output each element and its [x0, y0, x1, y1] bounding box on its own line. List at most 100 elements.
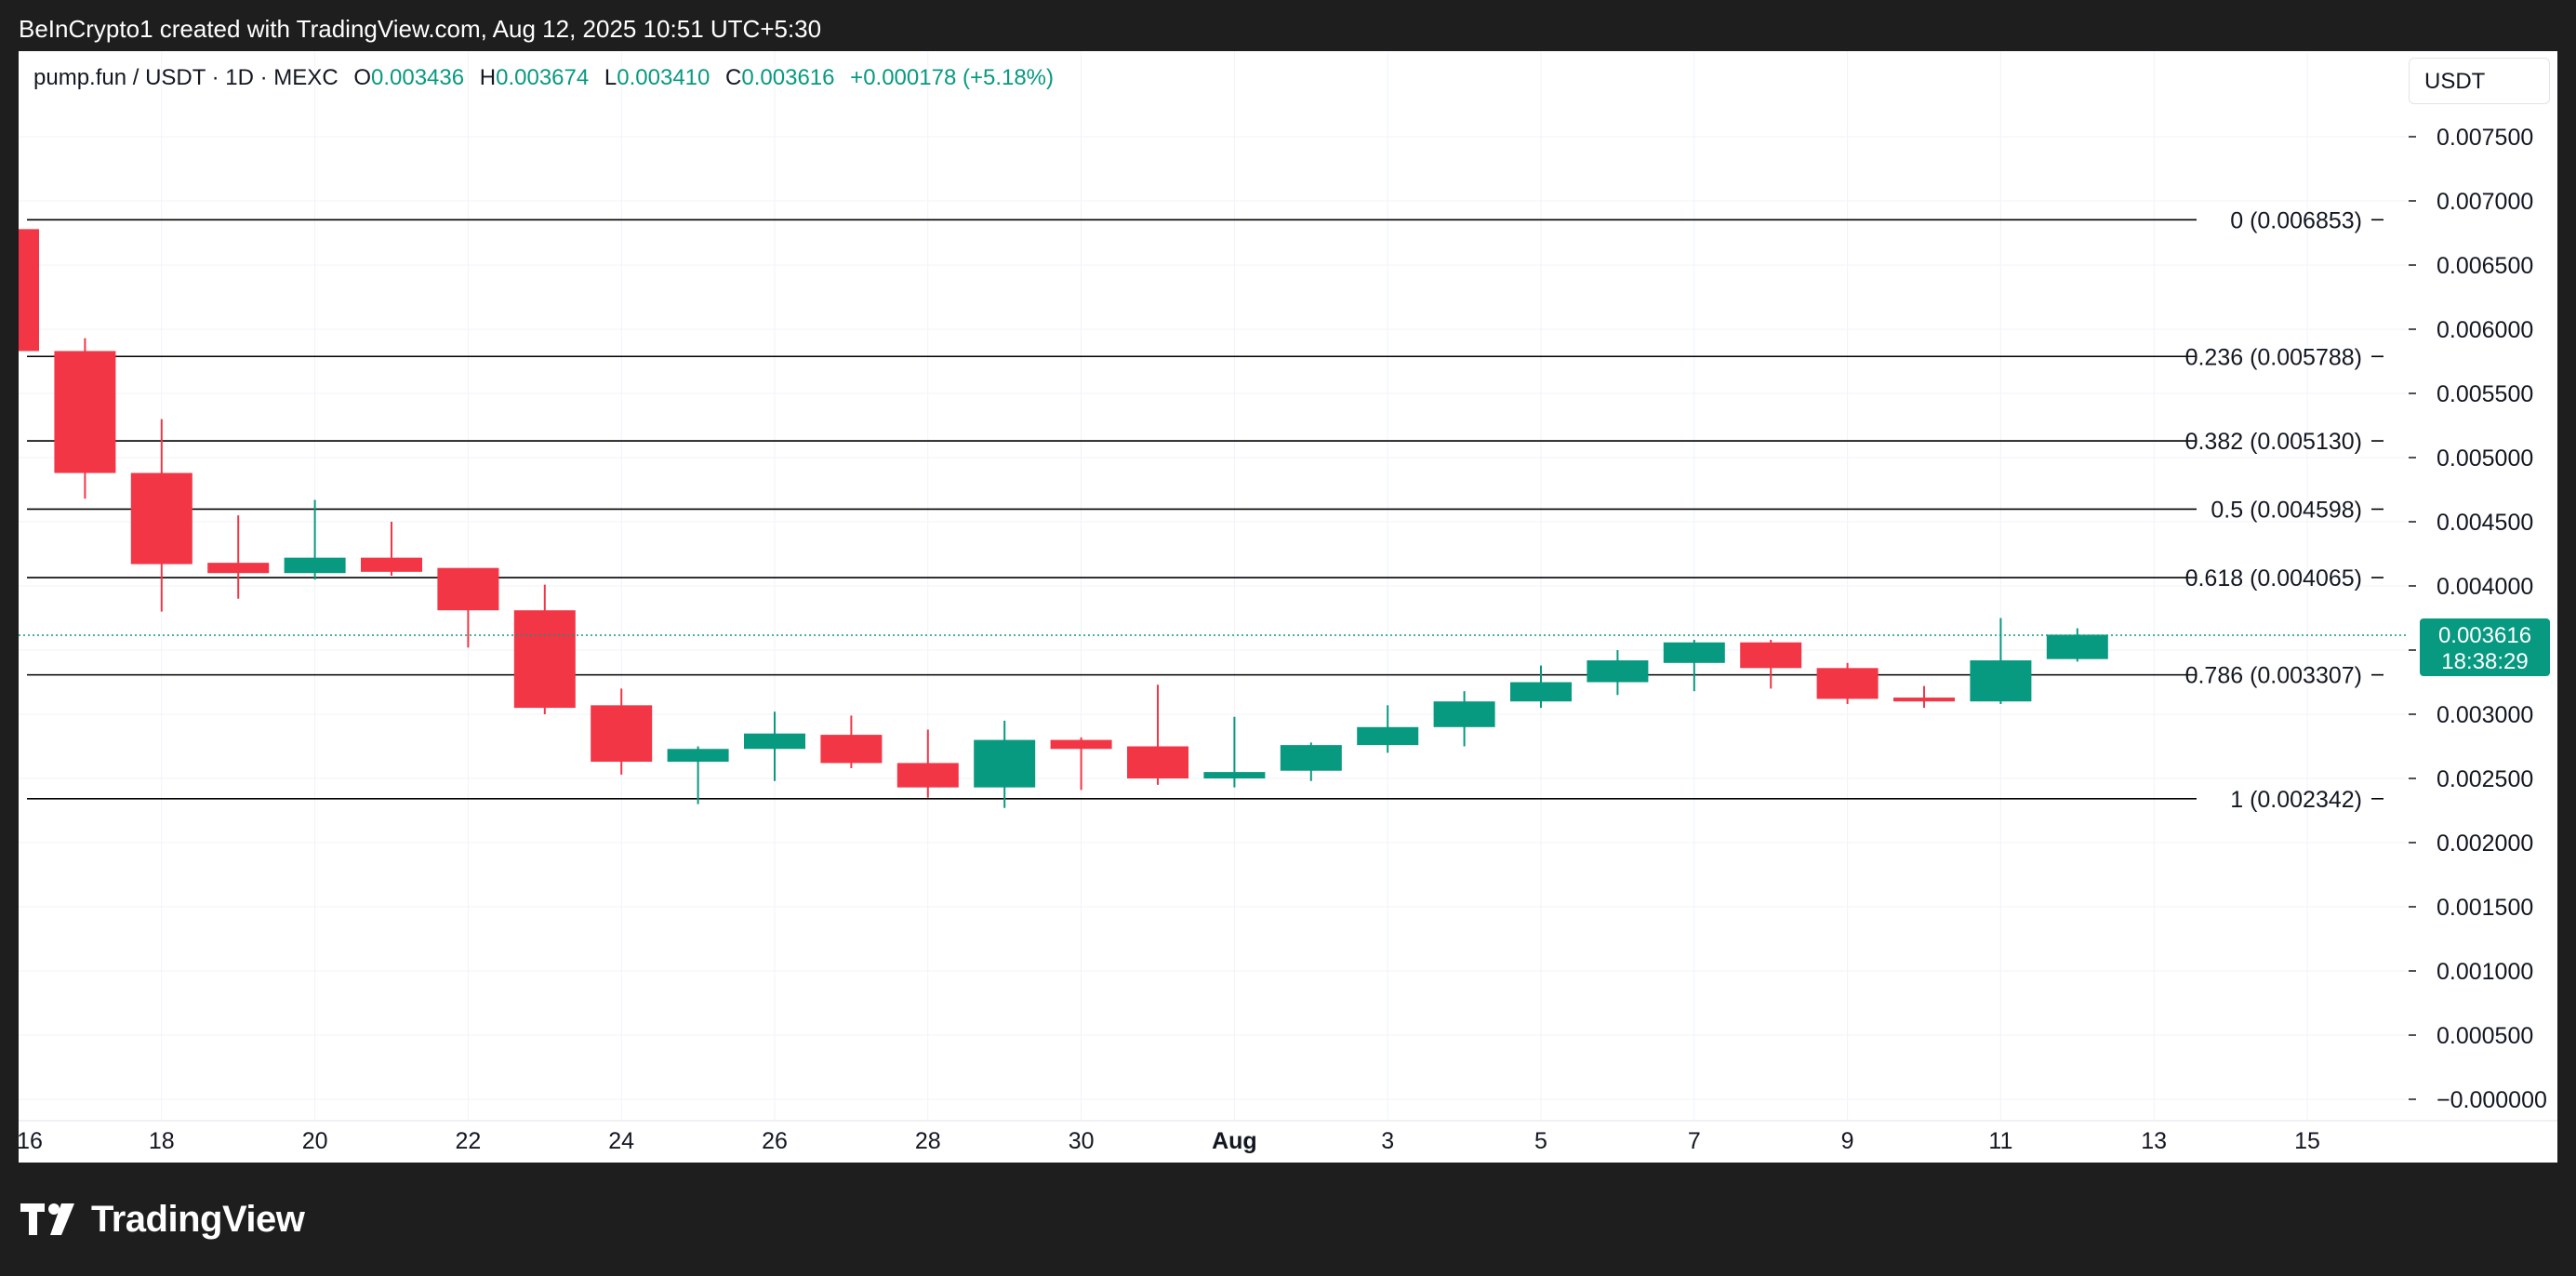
candle: [207, 515, 270, 599]
y-tick-label: 0.004500: [2437, 510, 2533, 536]
candle: [1740, 639, 1802, 689]
candle-body: [437, 567, 499, 611]
candle: [1203, 716, 1266, 788]
candle: [1510, 665, 1572, 709]
high-label: H: [479, 65, 497, 90]
fib-label: 0.5 (0.004598): [2211, 497, 2362, 523]
y-tick-label: 0.000500: [2437, 1023, 2533, 1049]
bar-countdown-label: 18:38:29: [2441, 649, 2528, 674]
x-tick-label: 13: [2141, 1128, 2167, 1154]
y-tick-label: 0.006000: [2437, 317, 2533, 343]
top-credit-bar: BeInCrypto1 created with TradingView.com…: [0, 0, 2576, 51]
open-value: 0.003436: [371, 65, 465, 90]
candle-body: [896, 763, 959, 788]
candle-body: [820, 735, 883, 764]
candle-body: [2046, 634, 2108, 659]
candle: [1970, 618, 2032, 704]
candle: [361, 522, 422, 576]
tradingview-logo-icon: [20, 1203, 74, 1235]
candle: [284, 499, 346, 580]
price-axis[interactable]: 0.007500 0.007000 0.006500 0.006000 0.005500…: [2409, 125, 2547, 1113]
candle: [1893, 685, 1955, 709]
candle-body: [1127, 746, 1188, 778]
candle-body: [1587, 660, 1649, 683]
fib-label: 0.786 (0.003307): [2185, 663, 2362, 689]
credit-text: BeInCrypto1 created with TradingView.com…: [19, 15, 822, 43]
candle: [591, 688, 653, 775]
candle-body: [207, 563, 270, 574]
candle-body: [361, 557, 422, 572]
candle-body: [974, 739, 1036, 788]
candle-body: [744, 733, 805, 750]
time-axis[interactable]: 16 18 20 22 24 26 28 30 Aug 3 5 7 9 11 13 15: [19, 1120, 2557, 1154]
last-price-label: 0.003616: [2438, 623, 2531, 648]
low-label: L: [604, 65, 617, 90]
close-value: 0.003616: [741, 65, 835, 90]
x-tick-label: 15: [2294, 1128, 2320, 1154]
y-tick-label: 0.001500: [2437, 895, 2533, 921]
candlestick-chart[interactable]: 0 (0.006853) 0.236 (0.005788) 0.382 (0.005…: [19, 51, 2557, 1163]
candle: [54, 338, 116, 499]
y-tick-label: 0.002500: [2437, 766, 2533, 792]
candle-body: [284, 557, 346, 574]
candle: [513, 584, 576, 714]
y-tick-label: 0.005500: [2437, 381, 2533, 407]
candle: [896, 729, 959, 798]
fibonacci-levels: 0 (0.006853) 0.236 (0.005788) 0.382 (0.005…: [27, 207, 2383, 813]
candle-body: [591, 705, 653, 763]
low-value: 0.003410: [617, 65, 710, 90]
candle: [820, 715, 883, 768]
candle: [437, 567, 499, 648]
y-tick-label: 0.007500: [2437, 125, 2533, 151]
candle: [1816, 662, 1879, 704]
candle: [1280, 742, 1342, 781]
candle-body: [1816, 668, 1879, 699]
change-value: +0.000178 (+5.18%): [850, 65, 1055, 90]
x-tick-label: 22: [455, 1128, 481, 1154]
x-tick-label: 18: [149, 1128, 175, 1154]
fib-label: 0 (0.006853): [2230, 207, 2362, 233]
candle: [130, 419, 193, 612]
symbol-name[interactable]: pump.fun / USDT · 1D · MEXC: [33, 65, 339, 90]
candle-body: [19, 229, 39, 352]
y-tick-label: 0.006500: [2437, 253, 2533, 279]
y-tick-label: 0.002000: [2437, 831, 2533, 857]
candle: [974, 720, 1036, 808]
x-tick-label: 16: [19, 1128, 43, 1154]
x-tick-label: 26: [762, 1128, 788, 1154]
x-tick-label: 28: [915, 1128, 941, 1154]
candle: [19, 229, 39, 352]
x-tick-label: 5: [1534, 1128, 1547, 1154]
candle: [1663, 639, 1725, 692]
x-tick-label: 20: [302, 1128, 328, 1154]
candle-body: [54, 351, 116, 473]
candle-body: [130, 472, 193, 565]
y-tick-label: 0.001000: [2437, 959, 2533, 985]
currency-button[interactable]: USDT: [2409, 58, 2550, 104]
symbol-legend: pump.fun / USDT · 1D · MEXC O0.003436 H0…: [33, 65, 1054, 91]
x-tick-label: 3: [1381, 1128, 1394, 1154]
y-tick-label: 0.007000: [2437, 189, 2533, 215]
candle-body: [1280, 745, 1342, 771]
candle-body: [1970, 660, 2032, 702]
y-tick-label: 0.003000: [2437, 702, 2533, 728]
candle: [1357, 705, 1419, 753]
close-label: C: [725, 65, 742, 90]
x-tick-label: 7: [1688, 1128, 1701, 1154]
candle-body: [1203, 772, 1266, 778]
x-tick-label: 9: [1841, 1128, 1854, 1154]
candle-body: [667, 749, 729, 763]
x-tick-label: 24: [608, 1128, 634, 1154]
candle-body: [1433, 701, 1495, 727]
fib-label: 1 (0.002342): [2230, 787, 2362, 813]
candle: [2046, 628, 2108, 662]
y-tick-label: 0.004000: [2437, 574, 2533, 600]
high-value: 0.003674: [496, 65, 590, 90]
candle-body: [1050, 739, 1112, 750]
chart-panel[interactable]: 0 (0.006853) 0.236 (0.005788) 0.382 (0.005…: [19, 51, 2557, 1163]
candle: [667, 746, 729, 804]
grid-lines: [19, 51, 2407, 1121]
fib-label: 0.618 (0.004065): [2185, 565, 2362, 591]
brand-name: TradingView: [91, 1199, 305, 1240]
